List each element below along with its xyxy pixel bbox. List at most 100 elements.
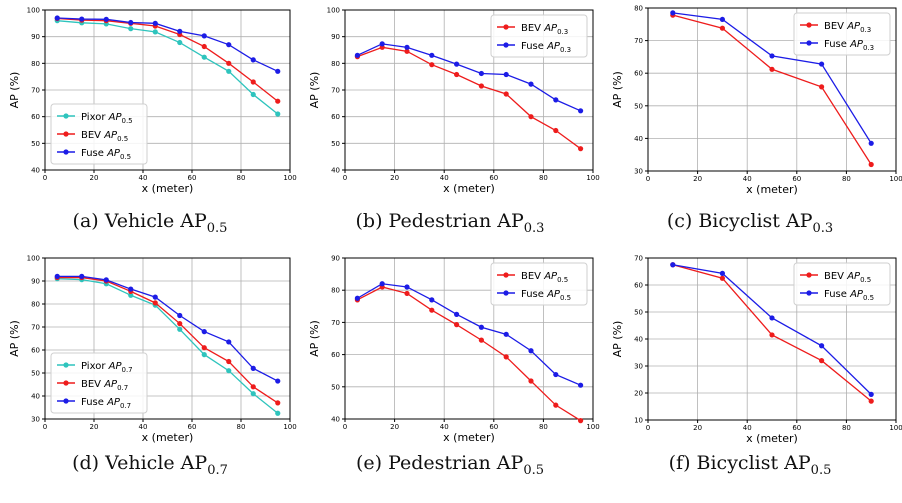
data-point	[177, 326, 183, 332]
data-point	[429, 62, 435, 68]
data-point	[152, 294, 158, 300]
data-point	[553, 402, 559, 408]
data-point	[250, 365, 256, 371]
plot-frame	[44, 257, 291, 420]
x-tick-label: 40	[440, 423, 449, 431]
data-point	[128, 19, 134, 26]
x-tick-label: 0	[343, 174, 347, 182]
x-tick-label: 60	[188, 174, 197, 182]
y-tick-label: 80	[331, 287, 340, 295]
series-line-0	[57, 20, 279, 115]
data-point	[503, 71, 509, 78]
legend-swatch-marker	[503, 24, 509, 30]
y-tick-label: 70	[31, 87, 40, 95]
chart-caption: (d) Vehicle AP0.7	[72, 452, 228, 478]
data-point	[177, 28, 183, 34]
x-tick-label: 40	[743, 424, 752, 432]
data-point	[250, 384, 256, 390]
series-line-2	[57, 17, 279, 72]
y-tick-label: 90	[331, 255, 340, 263]
data-point	[226, 68, 232, 74]
chart-panel-0: 0 20 40 60 80 100 40 50 60 70 80 90 100 x (meter) AP (…	[8, 7, 297, 196]
data-point	[275, 410, 281, 416]
legend-label: Fuse AP0.7	[81, 397, 131, 410]
y-tick-label: 100	[327, 7, 340, 15]
x-tick-label: 60	[792, 175, 801, 183]
y-tick-label: 50	[31, 140, 40, 148]
chart-panel-5: 0 20 40 60 80 100 10 20 30 40 50 60 70 x (meter) AP (%…	[611, 255, 902, 446]
series-line-0	[357, 286, 581, 422]
data-point	[503, 331, 509, 337]
data-point	[578, 108, 584, 114]
x-axis-label: x (meter)	[746, 432, 798, 445]
data-point	[201, 33, 207, 39]
data-point	[429, 307, 435, 313]
data-point	[79, 273, 85, 279]
legend-label: Fuse AP0.5	[521, 289, 571, 302]
legend-swatch-marker	[63, 149, 69, 155]
data-point	[404, 284, 410, 290]
y-tick-label: 40	[331, 167, 340, 175]
x-tick-label: 0	[43, 423, 47, 431]
data-point	[275, 400, 281, 406]
legend-box	[50, 352, 148, 414]
data-point	[79, 16, 85, 22]
data-point	[201, 54, 207, 60]
data-point	[404, 290, 410, 297]
data-point	[719, 270, 726, 276]
legend-swatch-marker	[806, 40, 812, 46]
data-point	[478, 83, 484, 89]
x-tick-label: 0	[43, 174, 47, 182]
chart-caption: (a) Vehicle AP0.5	[72, 210, 228, 236]
y-tick-label: 60	[634, 282, 643, 290]
series-line-1	[57, 276, 279, 404]
data-point	[201, 43, 207, 50]
data-point	[819, 84, 825, 90]
data-point	[819, 61, 825, 67]
x-axis-label: x (meter)	[443, 431, 495, 444]
series-line-0	[357, 46, 581, 150]
chart-panel-3: 0 20 40 60 80 100 30 40 50 60 70 80 90 100 x (meter) AP…	[8, 255, 297, 445]
x-tick-label: 60	[489, 423, 498, 431]
data-point	[478, 337, 484, 343]
data-point	[478, 70, 484, 77]
data-point	[54, 15, 60, 21]
data-point	[275, 68, 281, 74]
x-tick-label: 0	[646, 175, 650, 183]
data-point	[670, 10, 676, 16]
y-tick-label: 50	[31, 370, 40, 378]
legend-swatch-marker	[503, 42, 509, 48]
data-point	[819, 343, 825, 349]
y-tick-label: 60	[331, 351, 340, 359]
y-tick-label: 70	[331, 319, 340, 327]
legend-swatch-marker	[63, 362, 69, 368]
y-tick-label: 60	[634, 70, 643, 78]
x-tick-label: 80	[539, 174, 548, 182]
data-point	[201, 352, 207, 358]
legend-label: Fuse AP0.5	[824, 289, 874, 302]
y-tick-label: 20	[634, 390, 643, 398]
data-point	[819, 358, 825, 364]
data-point	[670, 262, 676, 268]
x-tick-label: 80	[842, 424, 851, 432]
x-tick-label: 80	[237, 174, 246, 182]
legend-box	[793, 12, 891, 56]
data-point	[226, 368, 232, 374]
y-tick-label: 60	[331, 113, 340, 121]
y-tick-label: 90	[31, 278, 40, 286]
y-tick-label: 90	[31, 33, 40, 41]
data-point	[769, 332, 775, 338]
data-point	[152, 20, 158, 26]
data-point	[250, 91, 256, 98]
y-tick-label: 40	[31, 393, 40, 401]
data-point	[128, 26, 134, 32]
x-tick-label: 60	[792, 424, 801, 432]
plot-frame	[647, 7, 897, 172]
data-point	[250, 57, 256, 63]
y-tick-label: 30	[31, 416, 40, 424]
y-tick-label: 70	[331, 87, 340, 95]
data-point	[201, 345, 207, 351]
legend-swatch-marker	[63, 398, 69, 404]
data-point	[103, 277, 109, 283]
